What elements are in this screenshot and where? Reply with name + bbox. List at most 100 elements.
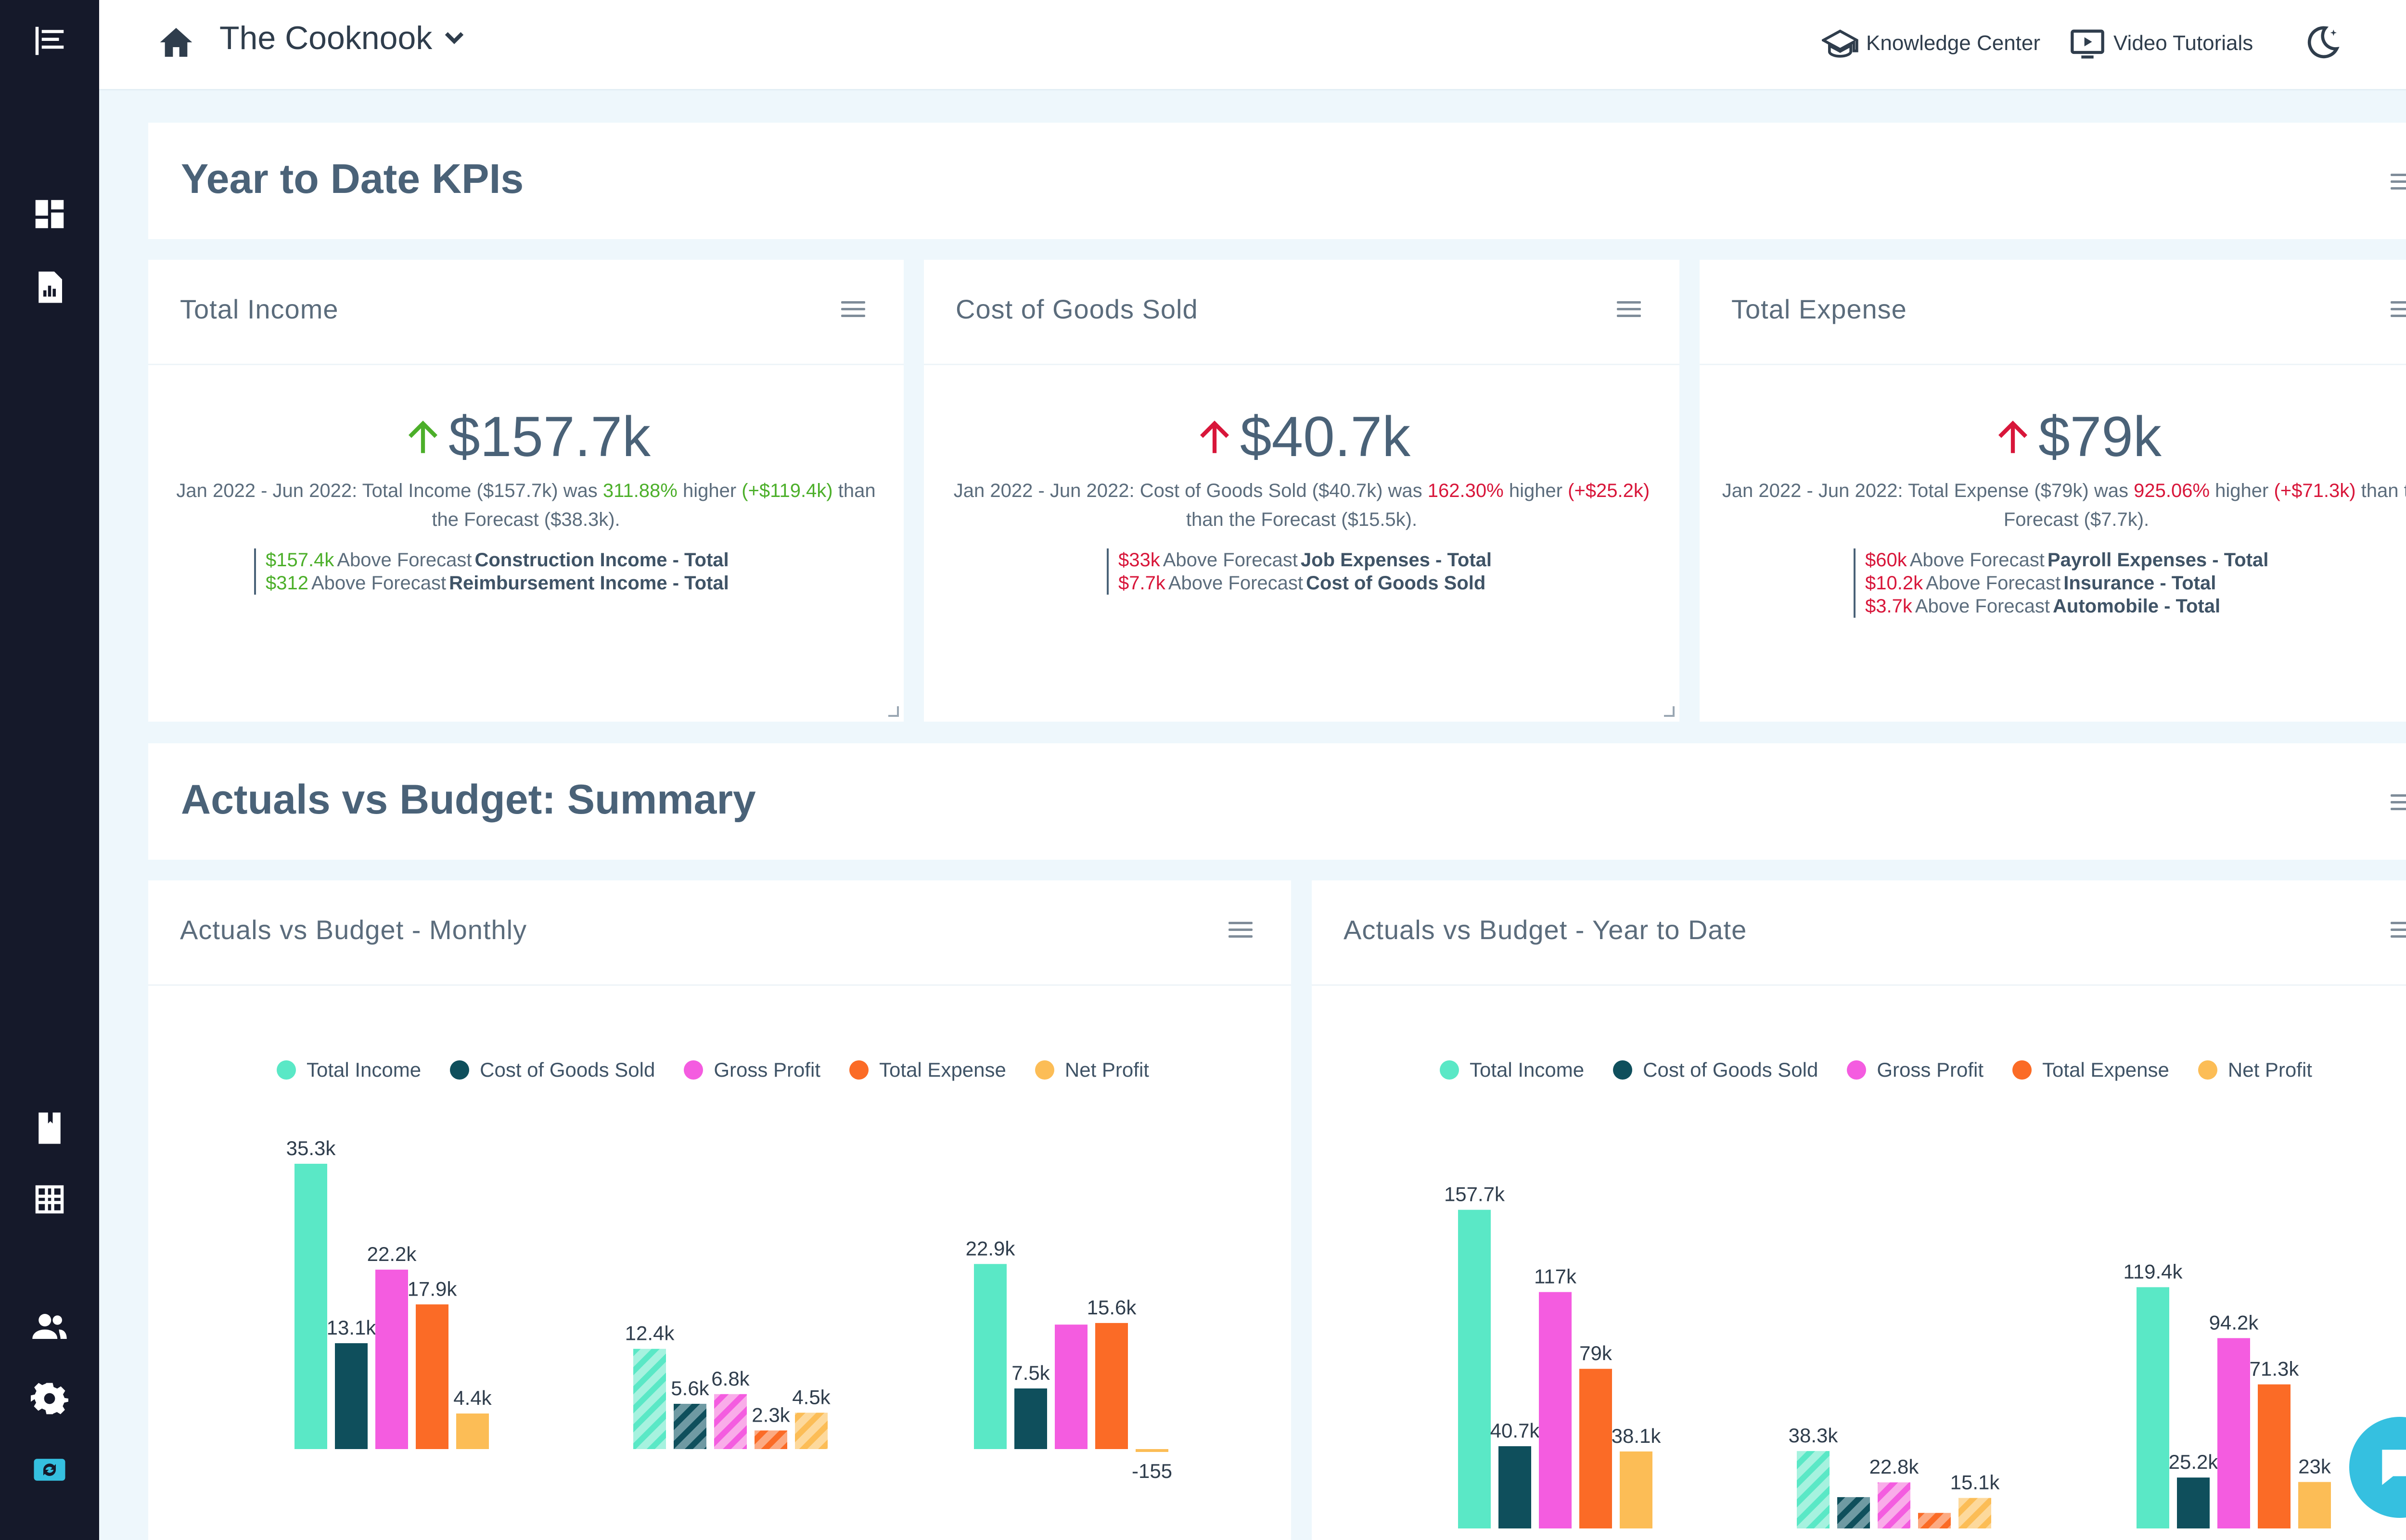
knowledge-center-link[interactable]: Knowledge Center (1822, 25, 2040, 62)
bar-data-label: 38.3k (1789, 1424, 1839, 1447)
legend-item[interactable]: Total Income (277, 1058, 421, 1082)
chart-bar[interactable] (714, 1394, 747, 1449)
summary-section-header: Actuals vs Budget: Summary (148, 743, 2406, 860)
chart-bar[interactable] (1055, 1324, 1088, 1449)
kpi-title: Cost of Goods Sold (956, 294, 1198, 324)
chart-bar[interactable] (1539, 1292, 1572, 1528)
gear-icon[interactable] (28, 1377, 71, 1420)
breakdown-amount: $7.7k (1118, 573, 1165, 594)
chart-bar[interactable] (633, 1349, 666, 1449)
dark-mode-icon[interactable] (2303, 23, 2342, 62)
chart-bar[interactable] (1458, 1209, 1491, 1528)
legend-item[interactable]: Gross Profit (684, 1058, 820, 1082)
bar-data-label: 22.8k (1869, 1455, 1920, 1478)
legend-swatch (1613, 1060, 1633, 1080)
chart-bar[interactable] (375, 1270, 408, 1449)
bar-data-label: 35.3k (286, 1137, 336, 1159)
breakdown-text: Above Forecast (337, 549, 472, 571)
bar-data-label: 94.2k (2209, 1311, 2259, 1334)
desc-text: than the Forecast ($7.7k). (2003, 480, 2406, 530)
legend-item[interactable]: Total Expense (2012, 1058, 2169, 1082)
chart-bar[interactable] (1958, 1498, 1991, 1528)
chart-bar[interactable] (1014, 1388, 1047, 1449)
breakdown-amount: $157.4k (266, 549, 334, 571)
chart-bar[interactable] (1878, 1482, 1910, 1528)
legend-item[interactable]: Net Profit (2198, 1058, 2312, 1082)
chart-bar[interactable] (456, 1413, 489, 1449)
divider (924, 364, 1679, 365)
chart-bar[interactable] (1095, 1323, 1128, 1449)
kpi-card-total-expense: Total Expense $79k Jan 2022 - Jun 2022: … (1700, 260, 2406, 722)
chart-menu-icon[interactable] (2391, 922, 2406, 939)
arrow-up-icon (409, 420, 438, 453)
users-icon[interactable] (28, 1305, 71, 1348)
breakdown-text: Above Forecast (1926, 573, 2061, 594)
book-icon[interactable] (28, 1107, 71, 1150)
breakdown-amount: $33k (1118, 549, 1160, 571)
chart-bar[interactable] (2258, 1384, 2291, 1528)
chart-bar[interactable] (294, 1163, 327, 1449)
chart-bar[interactable] (2137, 1287, 2169, 1528)
legend-item[interactable]: Total Expense (849, 1058, 1006, 1082)
chart-bar[interactable] (795, 1413, 828, 1449)
video-tutorials-link[interactable]: Video Tutorials (2069, 25, 2253, 62)
kpi-menu-icon[interactable] (1617, 301, 1641, 318)
chart-title: Actuals vs Budget - Year to Date (1344, 915, 1747, 945)
legend-label: Gross Profit (714, 1058, 821, 1081)
chart-bar[interactable] (1837, 1497, 1870, 1528)
kpi-value: $79k (1700, 404, 2406, 470)
dashboard-icon[interactable] (28, 192, 71, 236)
menu-collapse-icon[interactable] (28, 19, 71, 63)
section-menu-icon[interactable] (2391, 174, 2406, 191)
desc-percent: 311.88% (602, 480, 678, 501)
video-play-icon (2071, 29, 2104, 59)
chart-bar[interactable] (1797, 1451, 1830, 1528)
legend-label: Total Income (1470, 1058, 1585, 1081)
chart-legend-ytd: Total Income Cost of Goods Sold Gross Prof… (1440, 1058, 2312, 1082)
company-selector[interactable]: The Cooknook (219, 19, 468, 57)
legend-swatch (2198, 1060, 2217, 1080)
legend-swatch (1440, 1060, 1459, 1080)
grid-icon[interactable] (28, 1178, 71, 1221)
legend-item[interactable]: Cost of Goods Sold (1613, 1058, 1818, 1082)
chart-bar[interactable] (1136, 1449, 1168, 1452)
desc-delta: (+$71.3k) (2274, 480, 2356, 501)
chart-bar[interactable] (335, 1343, 368, 1449)
chart-bar[interactable] (1620, 1451, 1652, 1528)
kpi-breakdown: $33k Above Forecast Job Expenses - Total… (1107, 548, 1492, 595)
chart-bar[interactable] (1579, 1369, 1612, 1528)
chart-bar[interactable] (2177, 1477, 2210, 1528)
legend-item[interactable]: Cost of Goods Sold (450, 1058, 655, 1082)
breakdown-amount: $3.7k (1865, 596, 1912, 617)
kpi-value-text: $40.7k (1240, 405, 1411, 469)
home-icon[interactable] (157, 23, 195, 62)
section-menu-icon[interactable] (2391, 794, 2406, 812)
legend-item[interactable]: Total Income (1440, 1058, 1584, 1082)
legend-item[interactable]: Gross Profit (1847, 1058, 1984, 1082)
kpi-menu-icon[interactable] (2391, 301, 2406, 318)
sync-icon[interactable] (28, 1448, 71, 1491)
kpi-description: Jan 2022 - Jun 2022: Cost of Goods Sold … (938, 476, 1665, 534)
breakdown-label: Job Expenses - Total (1300, 549, 1492, 571)
report-icon[interactable] (28, 266, 71, 309)
chart-bar[interactable] (2298, 1482, 2331, 1528)
chart-bar[interactable] (1498, 1446, 1531, 1528)
resize-handle[interactable] (888, 706, 899, 717)
chart-bar[interactable] (755, 1430, 787, 1449)
kpi-menu-icon[interactable] (841, 301, 865, 318)
chart-bar[interactable] (974, 1264, 1007, 1449)
chart-menu-icon[interactable] (1229, 922, 1253, 939)
chart-bar[interactable] (416, 1304, 448, 1449)
kpi-value-text: $157.7k (448, 405, 651, 469)
legend-swatch (450, 1060, 470, 1080)
desc-text: higher (2210, 480, 2274, 501)
kpi-title: Total Income (180, 294, 339, 324)
resize-handle[interactable] (1664, 706, 1675, 717)
legend-item[interactable]: Net Profit (1035, 1058, 1149, 1082)
legend-swatch (1035, 1060, 1054, 1080)
bar-data-label: 4.4k (453, 1387, 492, 1409)
chart-bar[interactable] (1918, 1513, 1951, 1528)
chart-bar[interactable] (674, 1403, 706, 1449)
desc-text: higher (1503, 480, 1568, 501)
chart-bar[interactable] (2217, 1338, 2250, 1528)
